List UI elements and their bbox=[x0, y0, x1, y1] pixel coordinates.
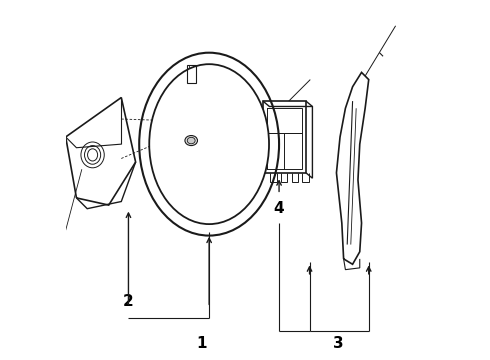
Ellipse shape bbox=[185, 135, 197, 145]
Ellipse shape bbox=[149, 64, 269, 224]
Bar bbox=[187, 65, 196, 83]
Text: 4: 4 bbox=[274, 201, 284, 216]
Text: 3: 3 bbox=[333, 336, 343, 351]
Text: 2: 2 bbox=[123, 294, 134, 310]
Ellipse shape bbox=[187, 137, 195, 144]
Text: 1: 1 bbox=[196, 336, 207, 351]
